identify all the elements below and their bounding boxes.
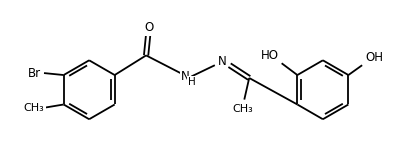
Text: H: H: [188, 77, 196, 87]
Text: CH₃: CH₃: [24, 103, 45, 113]
Text: N: N: [180, 69, 189, 83]
Text: O: O: [144, 21, 153, 34]
Text: OH: OH: [364, 51, 382, 64]
Text: HO: HO: [260, 49, 278, 62]
Text: N: N: [218, 55, 226, 68]
Text: CH₃: CH₃: [231, 104, 252, 114]
Text: Br: Br: [28, 67, 40, 80]
